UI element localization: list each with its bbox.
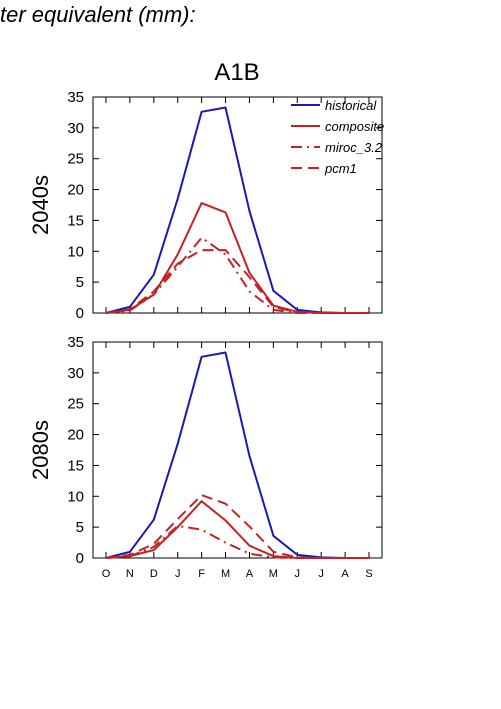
x-tick-label: J	[295, 568, 301, 580]
x-tick-label: M	[221, 568, 230, 580]
x-tick-label: J	[318, 568, 324, 580]
x-tick-label: J	[175, 568, 181, 580]
x-tick-label: N	[126, 568, 134, 580]
legend-label: miroc_3.2	[325, 140, 383, 155]
legend-label: historical	[325, 98, 377, 113]
y-tick-label: 20	[67, 427, 84, 444]
series-line-historical	[105, 351, 369, 559]
panel-2080s: 0 5 10 15 20 25 30 35 O N D J F M A M J J A S 2080s	[28, 334, 383, 580]
x-tick-label: O	[102, 568, 111, 580]
y-tick-label: 15	[67, 212, 84, 229]
panel-2040s: 0 5 10 15 20 25 30 35 2040s historical composite mi…	[28, 89, 384, 322]
y-tick-label: 0	[76, 550, 84, 567]
y-tick-label: 30	[67, 120, 84, 137]
y-tick-label: 25	[67, 396, 84, 413]
x-tick-label: A	[341, 568, 349, 580]
series-line-pcm1	[105, 249, 369, 314]
legend: historical composite miroc_3.2 pcm1	[291, 98, 384, 176]
x-tick-label: F	[198, 568, 205, 580]
panel-frame	[92, 96, 383, 314]
panel-label: 2040s	[28, 175, 53, 235]
x-tick-label: A	[246, 568, 254, 580]
scenario-title: A1B	[214, 59, 259, 86]
y-tick-label: 5	[76, 274, 84, 291]
series-line-miroc_3.2	[105, 236, 369, 314]
y-tick-label: 20	[67, 182, 84, 199]
series-line-historical	[105, 106, 369, 314]
x-tick-label: M	[269, 568, 278, 580]
page-title: ter equivalent (mm):	[0, 2, 196, 27]
y-tick-label: 5	[76, 519, 84, 536]
x-tick-label: S	[365, 568, 372, 580]
y-tick-label: 0	[76, 305, 84, 322]
y-tick-label: 10	[67, 488, 84, 505]
y-tick-label: 10	[67, 243, 84, 260]
x-tick-label: D	[150, 568, 158, 580]
panel-frame	[92, 341, 383, 559]
y-tick-label: 15	[67, 457, 84, 474]
legend-label: pcm1	[324, 161, 357, 176]
legend-label: composite	[325, 119, 384, 134]
y-tick-label: 25	[67, 151, 84, 168]
y-tick-label: 30	[67, 365, 84, 382]
chart-panels: 0 5 10 15 20 25 30 35 2040s historical composite mi…	[28, 89, 384, 580]
y-tick-label: 35	[67, 334, 84, 351]
panel-label: 2080s	[28, 420, 53, 480]
y-tick-label: 35	[67, 89, 84, 106]
series-line-pcm1	[105, 494, 369, 559]
